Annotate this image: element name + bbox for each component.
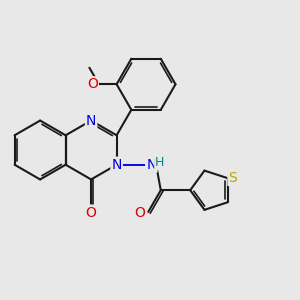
Text: H: H [155, 156, 165, 169]
Text: O: O [86, 206, 97, 220]
Text: O: O [135, 206, 146, 220]
Text: N: N [146, 158, 157, 172]
Text: N: N [86, 114, 96, 128]
Text: O: O [87, 77, 98, 91]
Text: S: S [228, 171, 237, 185]
Text: N: N [111, 158, 122, 172]
